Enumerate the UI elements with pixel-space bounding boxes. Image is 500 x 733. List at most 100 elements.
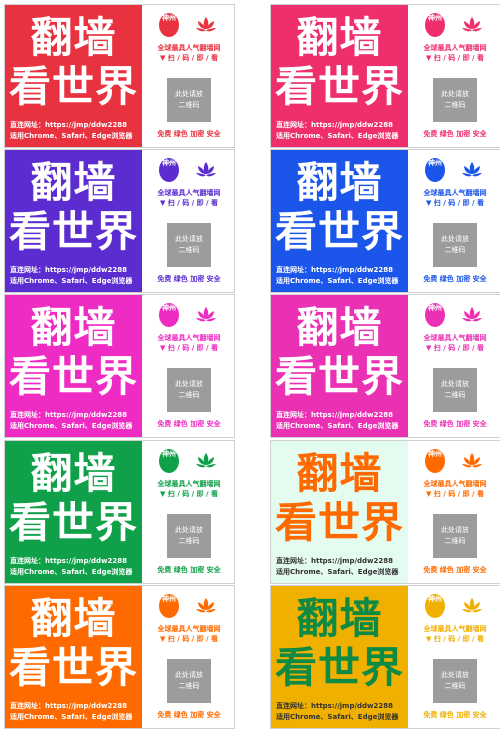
- tagline: 全球最具人气翻墙网: [423, 625, 487, 633]
- tagline: 全球最具人气翻墙网: [423, 189, 487, 197]
- qr-code-placeholder: 此处请放 二维码: [167, 223, 211, 267]
- features: 免费 绿色 加密 安全: [157, 275, 221, 283]
- color-panel: 翻墙 看世界 直连网址：https://jmp/ddw2288 适用Chrome…: [271, 295, 408, 437]
- qr-placeholder-line1: 此处请放: [441, 235, 469, 243]
- logo-row: 神州: [408, 449, 500, 473]
- features: 免费 绿色 加密 安全: [157, 130, 221, 138]
- info-panel: 神州 全球最具人气翻墙网 ▼ 扫 / 码 / 即 / 看 此处请放 二维码 免费…: [408, 586, 500, 728]
- seal-logo-icon: 神州: [159, 158, 179, 182]
- scan-cta: ▼ 扫 / 码 / 即 / 看: [159, 54, 219, 62]
- info-panel: 神州 全球最具人气翻墙网 ▼ 扫 / 码 / 即 / 看 此处请放 二维码 免费…: [408, 295, 500, 437]
- headline-line1: 翻墙: [296, 303, 383, 352]
- headline-line2: 看世界: [274, 207, 404, 256]
- logo-row: 神州: [408, 303, 500, 327]
- headline-line2: 看世界: [274, 62, 404, 111]
- headline-line1: 翻墙: [30, 449, 117, 498]
- tagline: 全球最具人气翻墙网: [157, 189, 221, 197]
- features: 免费 绿色 加密 安全: [423, 275, 487, 283]
- features: 免费 绿色 加密 安全: [157, 711, 221, 719]
- info-panel: 神州 全球最具人气翻墙网 ▼ 扫 / 码 / 即 / 看 此处请放 二维码 免费…: [408, 150, 500, 292]
- headline-line1: 翻墙: [296, 594, 383, 643]
- qr-code-placeholder: 此处请放 二维码: [167, 78, 211, 122]
- scan-cta: ▼ 扫 / 码 / 即 / 看: [425, 635, 485, 643]
- headline-line2: 看世界: [8, 207, 138, 256]
- tagline: 全球最具人气翻墙网: [157, 334, 221, 342]
- direct-url: 直连网址：https://jmp/ddw2288: [276, 411, 393, 419]
- color-panel: 翻墙 看世界 直连网址：https://jmp/ddw2288 适用Chrome…: [5, 586, 142, 728]
- browser-note: 适用Chrome、Safari、Edge浏览器: [276, 568, 399, 576]
- direct-url: 直连网址：https://jmp/ddw2288: [10, 702, 127, 710]
- features: 免费 绿色 加密 安全: [157, 566, 221, 574]
- browser-note: 适用Chrome、Safari、Edge浏览器: [276, 132, 399, 140]
- browser-note: 适用Chrome、Safari、Edge浏览器: [276, 713, 399, 721]
- scan-cta: ▼ 扫 / 码 / 即 / 看: [425, 199, 485, 207]
- color-panel: 翻墙 看世界 直连网址：https://jmp/ddw2288 适用Chrome…: [5, 150, 142, 292]
- qr-code-placeholder: 此处请放 二维码: [167, 368, 211, 412]
- qr-placeholder-line1: 此处请放: [441, 380, 469, 388]
- lotus-logo-icon: [196, 307, 216, 322]
- flyer-card: 翻墙 看世界 直连网址：https://jmp/ddw2288 适用Chrome…: [270, 585, 500, 729]
- browser-note: 适用Chrome、Safari、Edge浏览器: [10, 713, 133, 721]
- browser-note: 适用Chrome、Safari、Edge浏览器: [10, 132, 133, 140]
- seal-logo-icon: 神州: [159, 303, 179, 327]
- scan-cta: ▼ 扫 / 码 / 即 / 看: [159, 635, 219, 643]
- logo-row: 神州: [142, 13, 234, 37]
- headline-line2: 看世界: [8, 498, 138, 547]
- qr-placeholder-line1: 此处请放: [175, 526, 203, 534]
- flyer-card: 翻墙 看世界 直连网址：https://jmp/ddw2288 适用Chrome…: [4, 4, 235, 148]
- seal-logo-icon: 神州: [425, 594, 445, 618]
- features: 免费 绿色 加密 安全: [157, 420, 221, 428]
- tagline: 全球最具人气翻墙网: [157, 44, 221, 52]
- features: 免费 绿色 加密 安全: [423, 566, 487, 574]
- qr-placeholder-line2: 二维码: [444, 246, 466, 254]
- features: 免费 绿色 加密 安全: [423, 711, 487, 719]
- tagline: 全球最具人气翻墙网: [157, 480, 221, 488]
- qr-placeholder-line1: 此处请放: [441, 526, 469, 534]
- browser-note: 适用Chrome、Safari、Edge浏览器: [10, 277, 133, 285]
- logo-row: 神州: [142, 158, 234, 182]
- qr-placeholder-line2: 二维码: [444, 537, 466, 545]
- logo-row: 神州: [142, 303, 234, 327]
- lotus-logo-icon: [462, 307, 482, 322]
- lotus-logo-icon: [462, 17, 482, 32]
- info-panel: 神州 全球最具人气翻墙网 ▼ 扫 / 码 / 即 / 看 此处请放 二维码 免费…: [142, 5, 234, 147]
- headline-line1: 翻墙: [30, 303, 117, 352]
- qr-placeholder-line2: 二维码: [444, 391, 466, 399]
- logo-row: 神州: [408, 594, 500, 618]
- qr-placeholder-line1: 此处请放: [175, 671, 203, 679]
- direct-url: 直连网址：https://jmp/ddw2288: [276, 266, 393, 274]
- headline-line2: 看世界: [274, 643, 404, 692]
- headline-line2: 看世界: [8, 352, 138, 401]
- flyer-card: 翻墙 看世界 直连网址：https://jmp/ddw2288 适用Chrome…: [4, 149, 235, 293]
- logo-row: 神州: [142, 594, 234, 618]
- browser-note: 适用Chrome、Safari、Edge浏览器: [10, 568, 133, 576]
- info-panel: 神州 全球最具人气翻墙网 ▼ 扫 / 码 / 即 / 看 此处请放 二维码 免费…: [142, 295, 234, 437]
- qr-placeholder-line1: 此处请放: [175, 90, 203, 98]
- lotus-logo-icon: [196, 162, 216, 177]
- scan-cta: ▼ 扫 / 码 / 即 / 看: [159, 490, 219, 498]
- headline-line1: 翻墙: [30, 158, 117, 207]
- qr-placeholder-line2: 二维码: [178, 391, 200, 399]
- color-panel: 翻墙 看世界 直连网址：https://jmp/ddw2288 适用Chrome…: [271, 441, 408, 583]
- flyer-card: 翻墙 看世界 直连网址：https://jmp/ddw2288 适用Chrome…: [270, 440, 500, 584]
- logo-row: 神州: [408, 13, 500, 37]
- qr-placeholder-line1: 此处请放: [175, 380, 203, 388]
- seal-logo-icon: 神州: [159, 449, 179, 473]
- features: 免费 绿色 加密 安全: [423, 130, 487, 138]
- flyer-card: 翻墙 看世界 直连网址：https://jmp/ddw2288 适用Chrome…: [4, 440, 235, 584]
- tagline: 全球最具人气翻墙网: [157, 625, 221, 633]
- info-panel: 神州 全球最具人气翻墙网 ▼ 扫 / 码 / 即 / 看 此处请放 二维码 免费…: [142, 586, 234, 728]
- color-panel: 翻墙 看世界 直连网址：https://jmp/ddw2288 适用Chrome…: [5, 295, 142, 437]
- lotus-logo-icon: [462, 162, 482, 177]
- headline-line2: 看世界: [8, 643, 138, 692]
- info-panel: 神州 全球最具人气翻墙网 ▼ 扫 / 码 / 即 / 看 此处请放 二维码 免费…: [142, 150, 234, 292]
- qr-code-placeholder: 此处请放 二维码: [167, 659, 211, 703]
- flyer-card: 翻墙 看世界 直连网址：https://jmp/ddw2288 适用Chrome…: [4, 585, 235, 729]
- lotus-logo-icon: [196, 17, 216, 32]
- tagline: 全球最具人气翻墙网: [423, 44, 487, 52]
- flyer-card: 翻墙 看世界 直连网址：https://jmp/ddw2288 适用Chrome…: [270, 149, 500, 293]
- color-panel: 翻墙 看世界 直连网址：https://jmp/ddw2288 适用Chrome…: [271, 586, 408, 728]
- qr-code-placeholder: 此处请放 二维码: [433, 659, 477, 703]
- color-panel: 翻墙 看世界 直连网址：https://jmp/ddw2288 适用Chrome…: [5, 5, 142, 147]
- direct-url: 直连网址：https://jmp/ddw2288: [10, 266, 127, 274]
